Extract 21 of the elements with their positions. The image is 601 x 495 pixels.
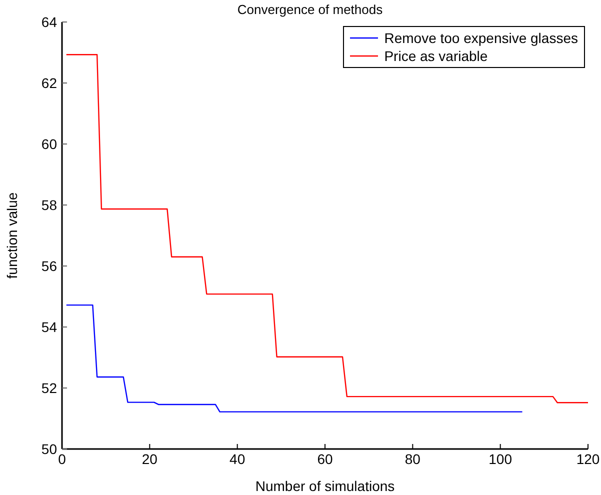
y-tick-label: 58 [41, 196, 58, 213]
y-tick-label: 62 [41, 74, 58, 91]
y-tick-label: 50 [41, 440, 58, 457]
y-tick-label: 52 [41, 380, 58, 396]
x-tick-label: 120 [576, 450, 600, 467]
y-tick-label: 56 [41, 258, 58, 274]
x-axis-title: Number of simulations [255, 478, 395, 494]
y-axis-title: function value [4, 192, 20, 279]
y-tick-label: 64 [41, 14, 58, 30]
x-tick-label: 60 [317, 450, 333, 467]
x-tick-label: 100 [488, 450, 512, 467]
y-tick-label: 54 [41, 318, 58, 335]
x-tick-label: 40 [230, 450, 246, 467]
y-tick-label: 60 [41, 136, 58, 152]
legend-label: Price as variable [384, 47, 488, 65]
line-series [66, 304, 523, 412]
x-tick-label: 0 [58, 450, 66, 467]
x-tick-label: 80 [404, 450, 421, 467]
legend-label: Remove too expensive glasses [384, 29, 578, 47]
chart-title: Convergence of methods [237, 2, 383, 17]
x-tick-label: 20 [142, 450, 158, 467]
